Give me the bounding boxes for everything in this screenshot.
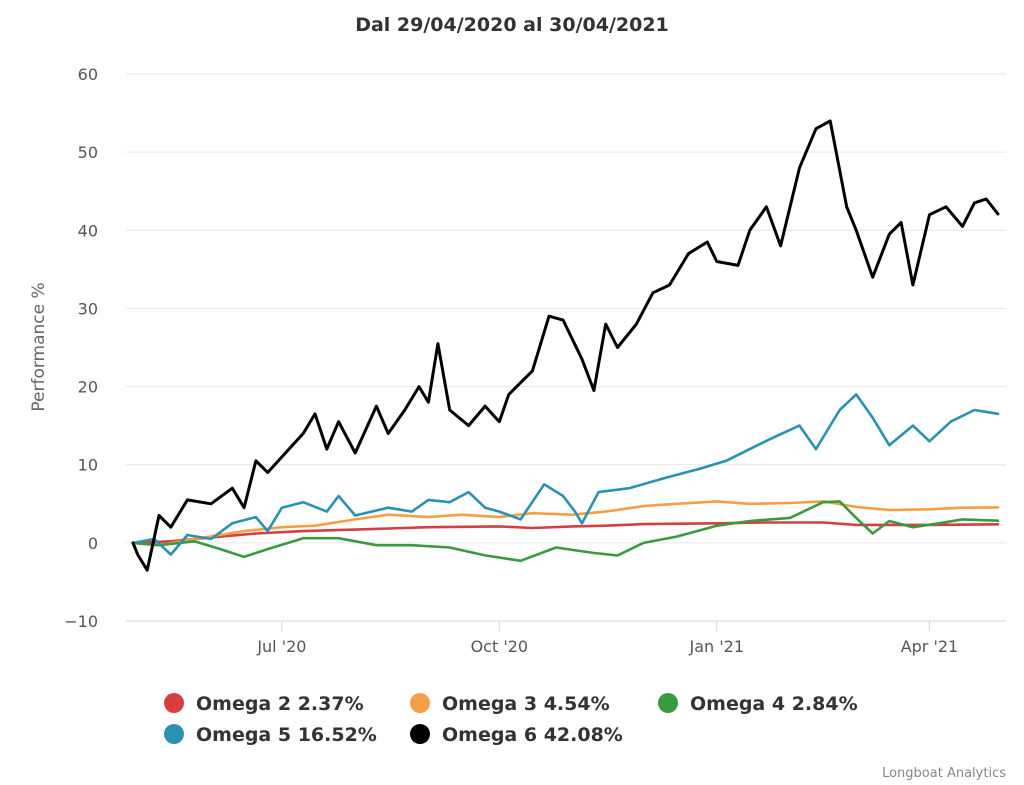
legend-label: Omega 3 4.54%: [442, 693, 610, 715]
legend-marker: [658, 693, 678, 713]
legend-item-omega-2[interactable]: Omega 2 2.37%: [164, 693, 364, 715]
y-tick-label: −10: [64, 612, 98, 631]
y-tick-label: 20: [78, 378, 98, 397]
x-tick-label: Jan '21: [688, 637, 744, 656]
series-lines: [131, 119, 1000, 572]
credits-text[interactable]: Longboat Analytics: [882, 766, 1006, 781]
series-line-omega-3[interactable]: [131, 500, 1000, 547]
x-axis-ticks: Jul '20 Oct '20 Jan '21 Apr '21: [256, 621, 958, 656]
legend-marker: [164, 693, 184, 713]
x-tick-label: Jul '20: [256, 637, 306, 656]
chart-title: Dal 29/04/2020 al 30/04/2021: [355, 14, 669, 36]
y-tick-label: 40: [78, 221, 98, 240]
legend-item-omega-6[interactable]: Omega 6 42.08%: [410, 724, 623, 746]
y-tick-label: 50: [78, 143, 98, 162]
grid-lines: [126, 73, 1006, 544]
series-line-omega-6[interactable]: [131, 119, 1000, 572]
y-tick-label: 0: [88, 534, 98, 553]
legend-item-omega-5[interactable]: Omega 5 16.52%: [164, 724, 377, 746]
legend-marker: [410, 724, 430, 744]
series-line-omega-5[interactable]: [131, 393, 1000, 556]
legend-label: Omega 4 2.84%: [690, 693, 858, 715]
x-tick-label: Oct '20: [471, 637, 529, 656]
y-tick-label: 10: [78, 456, 98, 475]
legend-label: Omega 2 2.37%: [196, 693, 364, 715]
series-line-omega-2[interactable]: [131, 521, 1000, 545]
legend-marker: [164, 724, 184, 744]
legend-label: Omega 5 16.52%: [196, 724, 377, 746]
y-axis-label: Performance %: [29, 282, 49, 411]
legend-label: Omega 6 42.08%: [442, 724, 623, 746]
series-line-omega-4[interactable]: [131, 500, 1000, 563]
legend-marker: [410, 693, 430, 713]
y-tick-label: 30: [78, 299, 98, 318]
y-axis-ticks: −10 0 10 20 30 40 50 60: [64, 65, 98, 631]
x-tick-label: Apr '21: [901, 637, 959, 656]
legend-item-omega-4[interactable]: Omega 4 2.84%: [658, 693, 858, 715]
y-tick-label: 60: [78, 65, 98, 84]
legend: Omega 2 2.37% Omega 3 4.54% Omega 4 2.84% O…: [164, 693, 858, 746]
legend-item-omega-3[interactable]: Omega 3 4.54%: [410, 693, 610, 715]
